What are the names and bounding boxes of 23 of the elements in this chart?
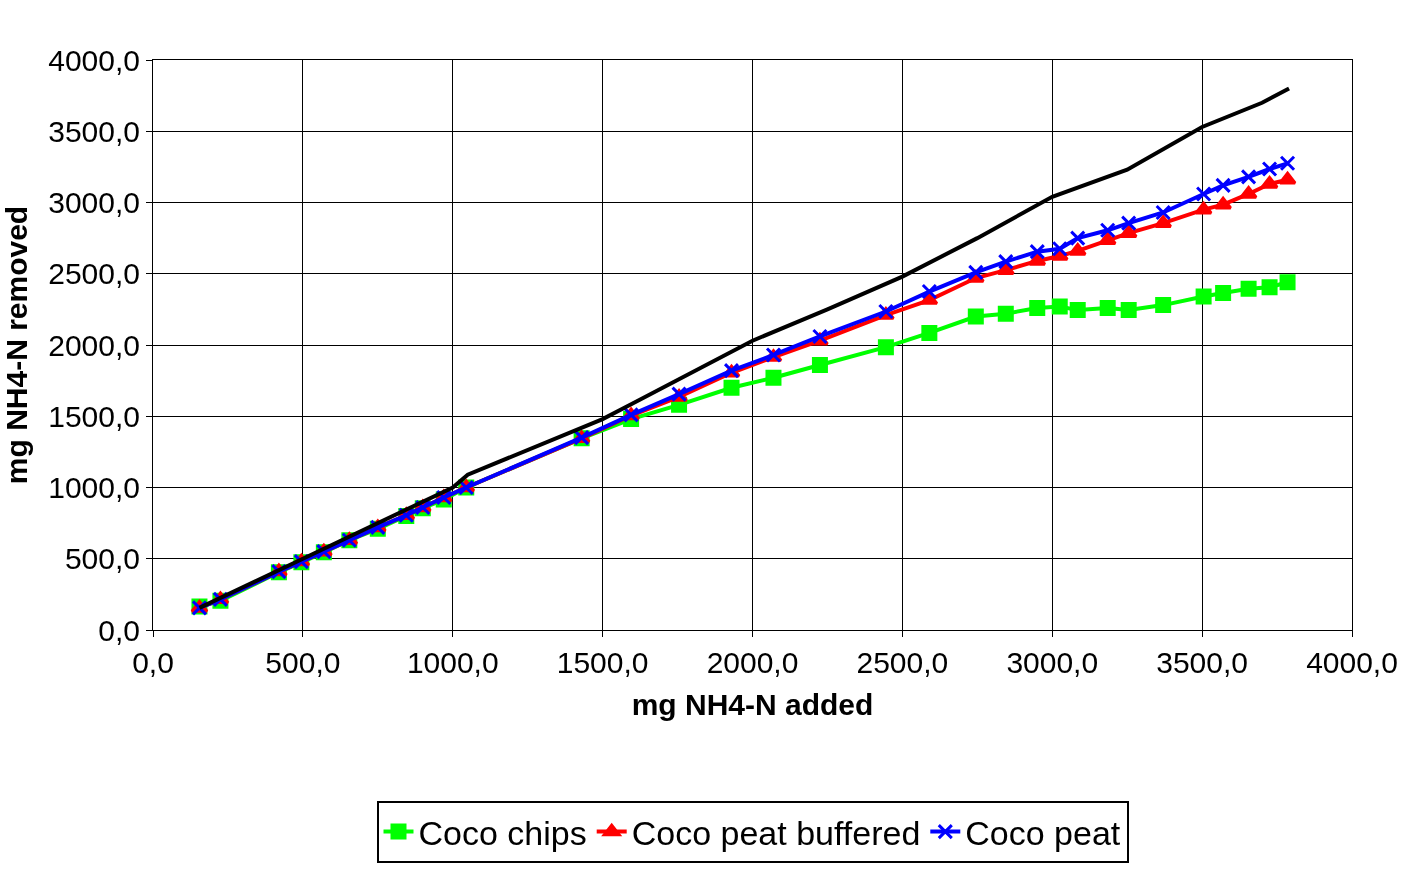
x-axis-title: mg NH4-N added [631, 687, 874, 721]
x-tick-label: 3000,0 [1006, 646, 1099, 679]
y-tick-label: 1000,0 [48, 471, 140, 504]
y-tick-label: 500,0 [64, 542, 140, 576]
x-tick-label: 1000,0 [406, 646, 499, 679]
x-tick-label: 500,0 [265, 646, 341, 679]
legend-label: Coco peat buffered [631, 813, 921, 852]
legend-label: Coco chips [418, 813, 587, 852]
y-tick-label: 3000,0 [48, 186, 140, 219]
y-tick-label: 4000,0 [48, 43, 140, 77]
y-tick-label: 2500,0 [48, 257, 140, 291]
x-tick-label: 0,0 [132, 646, 174, 679]
x-tick-label: 3500,0 [1156, 646, 1249, 679]
x-tick-label: 1500,0 [556, 646, 649, 679]
y-tick-label: 3500,0 [48, 114, 140, 148]
y-tick-label: 2000,0 [48, 328, 140, 362]
y-tick-label: 0,0 [98, 613, 140, 647]
legend-label: Coco peat [965, 813, 1121, 852]
y-axis-title: mg NH4-N removed [0, 205, 33, 485]
y-tick-label: 1500,0 [48, 399, 140, 433]
x-tick-label: 2500,0 [856, 646, 949, 679]
x-tick-label: 4000,0 [1306, 646, 1398, 679]
x-tick-label: 2000,0 [706, 646, 799, 679]
